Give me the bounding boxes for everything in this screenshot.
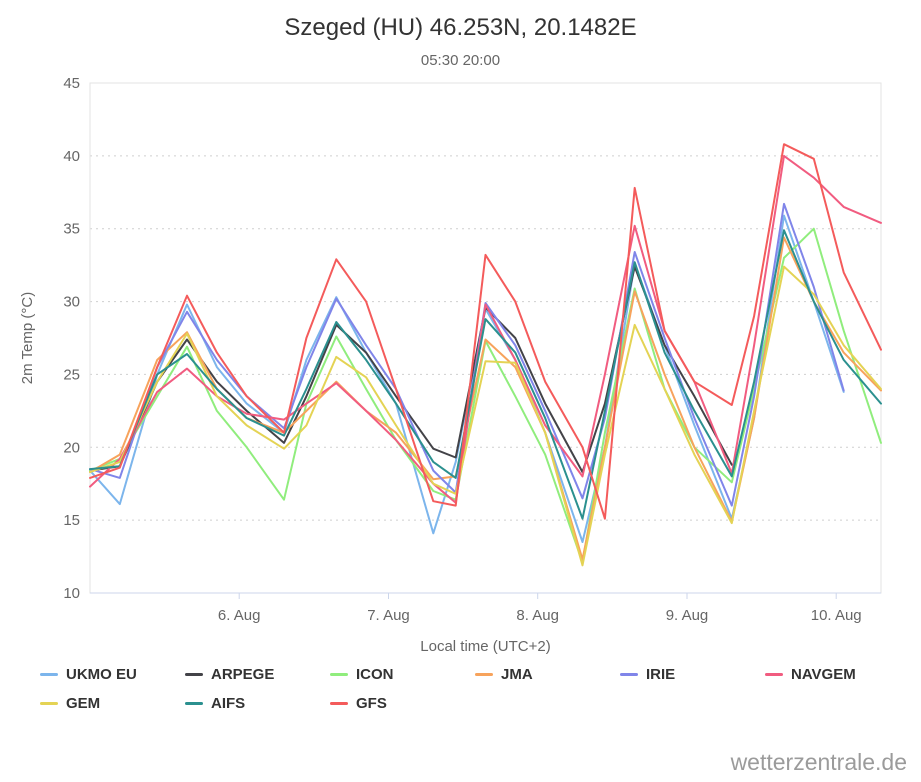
legend-item-irie[interactable]: IRIE (620, 666, 765, 683)
legend-label: UKMO EU (66, 666, 137, 683)
legend-label: JMA (501, 666, 533, 683)
series-line-icon (89, 227, 882, 564)
y-tick-label: 20 (63, 439, 80, 456)
x-tick-label: 7. Aug (367, 607, 410, 624)
jma-legend-line-icon (475, 673, 493, 676)
y-tick-label: 25 (63, 366, 80, 383)
x-tick-label: 10. Aug (811, 607, 862, 624)
legend-item-aifs[interactable]: AIFS (185, 695, 330, 712)
legend-item-navgem[interactable]: NAVGEM (765, 666, 910, 683)
legend-item-gem[interactable]: GEM (40, 695, 185, 712)
legend-item-arpege[interactable]: ARPEGE (185, 666, 330, 683)
watermark-link[interactable]: wetterzentrale.de (730, 749, 907, 775)
legend-label: GFS (356, 695, 387, 712)
y-tick-label: 30 (63, 294, 80, 311)
aifs-legend-line-icon (185, 702, 203, 705)
series-line-irie (89, 202, 845, 507)
legend-item-icon[interactable]: ICON (330, 666, 475, 683)
navgem-legend-line-icon (765, 673, 783, 676)
chart-legend: UKMO EU ARPEGE ICON JMA IRIE NAVGEM GEM AIFS GFS (40, 666, 921, 712)
arpege-legend-line-icon (185, 673, 203, 676)
legend-item-ukmo-eu[interactable]: UKMO EU (40, 666, 185, 683)
x-axis-title: Local time (UTC+2) (420, 638, 550, 655)
legend-label: NAVGEM (791, 666, 856, 683)
x-tick-label: 9. Aug (666, 607, 709, 624)
series-line-gfs (89, 143, 882, 520)
y-tick-label: 45 (63, 75, 80, 92)
legend-label: ICON (356, 666, 394, 683)
legend-label: AIFS (211, 695, 246, 712)
legend-item-gfs[interactable]: GFS (330, 695, 475, 712)
weather-chart-page: Szeged (HU) 46.253N, 20.1482E 05:30 20:0… (0, 14, 921, 782)
chart-title: Szeged (HU) 46.253N, 20.1482E (284, 14, 637, 41)
legend-label: ARPEGE (211, 666, 275, 683)
y-tick-label: 15 (63, 512, 80, 529)
gfs-legend-line-icon (330, 702, 348, 705)
legend-label: IRIE (646, 666, 676, 683)
y-tick-label: 35 (63, 221, 80, 238)
icon-legend-line-icon (330, 673, 348, 676)
chart-subtitle: 05:30 20:00 (420, 52, 501, 69)
legend-label: GEM (66, 695, 101, 712)
series-line-jma (89, 236, 882, 561)
x-tick-label: 8. Aug (516, 607, 559, 624)
y-tick-label: 40 (63, 148, 80, 165)
legend-item-jma[interactable]: JMA (475, 666, 620, 683)
series-line-ukmo-eu (89, 214, 845, 543)
irie-legend-line-icon (620, 673, 638, 676)
series-line-gem (89, 265, 882, 567)
series-line-navgem (89, 154, 882, 504)
temperature-plot: 10 15 20 25 30 35 40 45 6. Aug 7. Aug 8. Aug 9. Aug… (19, 75, 882, 655)
y-axis-title: 2m Temp (°C) (19, 292, 36, 384)
series-line-aifs (89, 229, 882, 520)
gem-legend-line-icon (40, 702, 58, 705)
y-tick-label: 10 (63, 585, 80, 602)
x-tick-label: 6. Aug (218, 607, 261, 624)
ukmo-eu-legend-line-icon (40, 673, 58, 676)
